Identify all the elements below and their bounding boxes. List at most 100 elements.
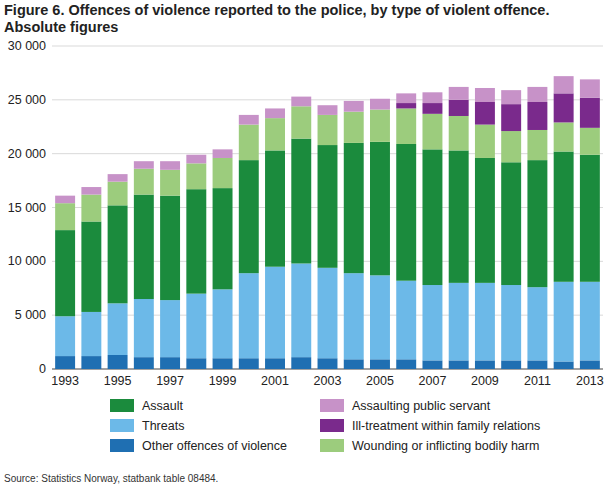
bar-segment	[239, 160, 259, 273]
bar-segment	[449, 150, 469, 282]
bar-segment	[475, 125, 495, 158]
bar-segment	[265, 358, 285, 369]
bar-segment	[291, 357, 311, 369]
bar-segment	[422, 92, 442, 103]
bar-segment	[55, 203, 75, 230]
bar-segment	[580, 98, 600, 128]
bar-segment	[580, 79, 600, 97]
bar-segment	[449, 87, 469, 100]
bar-segment	[422, 149, 442, 285]
y-tick-label: 0	[39, 362, 46, 376]
bar-segment	[108, 205, 128, 303]
y-tick-label: 10 000	[8, 254, 46, 268]
bar-segment	[344, 112, 364, 143]
y-tick-label: 25 000	[8, 93, 46, 107]
bar-segment	[239, 358, 259, 369]
bar-segment	[186, 358, 206, 369]
bar-segment	[81, 221, 101, 311]
source: Source: Statistics Norway, statbank tabl…	[4, 473, 218, 484]
bar-segment	[186, 163, 206, 189]
bar-segment	[134, 357, 154, 369]
bar-segment	[396, 144, 416, 281]
bar-segment	[213, 158, 233, 188]
legend-swatch	[110, 399, 134, 412]
bar-segment	[318, 268, 338, 358]
bar-segment	[81, 312, 101, 356]
x-tick-label: 1993	[51, 374, 79, 388]
legend-label: Assault	[142, 399, 184, 413]
bar-segment	[291, 97, 311, 107]
bar-segment	[554, 361, 574, 369]
bar-segment	[370, 359, 390, 369]
bar-segment	[239, 115, 259, 125]
legend-swatch	[320, 419, 344, 432]
bar-segment	[475, 283, 495, 361]
bar-segment	[449, 360, 469, 369]
bar-segment	[265, 150, 285, 266]
bar-segment	[108, 355, 128, 369]
bar-segment	[108, 174, 128, 182]
bar-segment	[81, 356, 101, 369]
legend-label: Other offences of violence	[142, 439, 287, 453]
bar-segment	[422, 103, 442, 114]
bar-segment	[580, 155, 600, 282]
bar-segment	[554, 282, 574, 362]
bar-segment	[501, 90, 521, 104]
bar-segment	[449, 100, 469, 116]
x-tick-label: 2007	[419, 374, 447, 388]
legend-swatch	[110, 419, 134, 432]
x-tick-label: 1995	[104, 374, 132, 388]
bar-segment	[501, 131, 521, 162]
legend-label: Wounding or inflicting bodily harm	[352, 439, 539, 453]
bar-segment	[55, 316, 75, 356]
bar-segment	[396, 93, 416, 103]
bar-segment	[344, 359, 364, 369]
bar-segment	[81, 187, 101, 195]
bar-segment	[475, 158, 495, 283]
bar-segment	[186, 155, 206, 164]
title: Figure 6. Offences of violence reported …	[4, 2, 604, 36]
bar-segment	[396, 108, 416, 144]
x-tick-label: 2003	[314, 374, 342, 388]
x-tick-label: 2013	[576, 374, 604, 388]
bar-segment	[370, 275, 390, 359]
bar-segment	[160, 170, 180, 196]
bar-segment	[501, 285, 521, 360]
bar-segment	[554, 152, 574, 282]
legend-swatch	[110, 439, 134, 452]
bar-segment	[527, 360, 547, 369]
bar-segment	[501, 104, 521, 131]
bar-segment	[160, 357, 180, 369]
legend-swatch	[320, 399, 344, 412]
bar-segment	[396, 281, 416, 360]
x-tick-label: 2011	[524, 374, 551, 388]
bar-segment	[580, 360, 600, 369]
bar-segment	[554, 93, 574, 122]
bar-segment	[318, 105, 338, 115]
legend-label: Ill-treatment within family relations	[352, 419, 540, 433]
bar-segment	[265, 118, 285, 150]
x-tick-label: 2005	[366, 374, 394, 388]
bar-segment	[291, 263, 311, 357]
bar-segment	[213, 149, 233, 158]
bar-segment	[449, 283, 469, 361]
bar-segment	[108, 303, 128, 355]
bar-segment	[527, 160, 547, 287]
bar-segment	[134, 169, 154, 195]
bar-segment	[108, 182, 128, 206]
legend-label: Assaulting public servant	[352, 399, 491, 413]
bar-segment	[160, 300, 180, 357]
bar-segment	[554, 122, 574, 151]
bar-segment	[186, 189, 206, 293]
grid-line	[52, 46, 603, 47]
bar-segment	[239, 125, 259, 161]
x-tick-label: 2009	[471, 374, 499, 388]
bar-segment	[265, 267, 285, 359]
bar-segment	[554, 76, 574, 93]
bar-segment	[370, 110, 390, 142]
bar-segment	[580, 128, 600, 155]
bar-segment	[475, 88, 495, 102]
y-tick-label: 15 000	[8, 201, 46, 215]
bar-segment	[501, 162, 521, 285]
bar-segment	[318, 145, 338, 268]
